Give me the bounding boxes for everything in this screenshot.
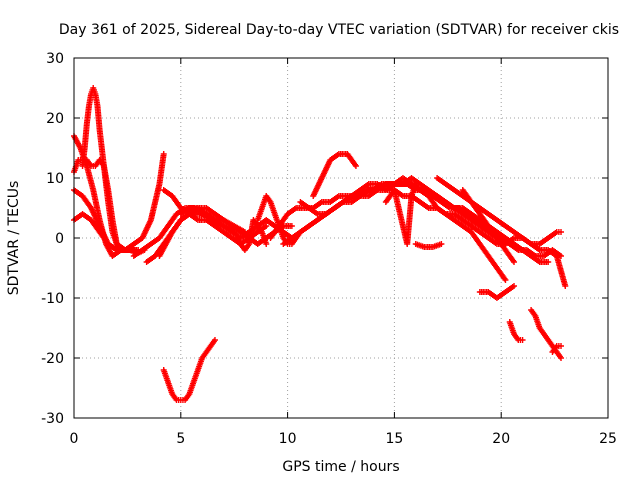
data-point: [511, 259, 518, 265]
data-point: [558, 355, 565, 361]
data-point: [558, 343, 565, 349]
series-arc-18: [382, 181, 419, 247]
y-tick-label: -10: [41, 291, 64, 307]
data-point: [160, 151, 167, 157]
data-point: [352, 163, 359, 169]
data-point: [511, 283, 518, 289]
y-tick-label: -20: [41, 351, 64, 367]
data-point: [558, 229, 565, 235]
data-point: [562, 283, 569, 289]
y-axis-label: SDTVAR / TECUs: [6, 181, 22, 296]
series-arc-3: [79, 85, 142, 253]
data-point: [545, 259, 552, 265]
data-point: [438, 241, 445, 247]
axis-ticks: 0 5 10 15 20 25 -30 -20 -10 0 10 20 30: [41, 51, 617, 447]
x-tick-label: 15: [385, 431, 403, 447]
y-tick-label: 30: [46, 51, 64, 67]
chart-title: Day 361 of 2025, Sidereal Day-to-day VTE…: [59, 22, 619, 38]
data-point: [263, 223, 270, 229]
grid-lines: [74, 58, 608, 418]
series-arc-24: [506, 319, 526, 343]
data-points: [71, 85, 569, 403]
data-point: [502, 277, 509, 283]
y-tick-label: -30: [41, 411, 64, 427]
x-tick-label: 20: [492, 431, 510, 447]
data-point: [211, 337, 218, 343]
series-arc-27: [160, 337, 218, 403]
series-arc-23: [476, 283, 518, 301]
series-arc-10: [177, 205, 295, 241]
series-arc-22: [459, 187, 518, 265]
series-arc-26: [549, 343, 565, 355]
y-tick-label: 10: [46, 171, 64, 187]
x-tick-label: 5: [176, 431, 185, 447]
series-arc-17: [310, 151, 359, 199]
data-point: [122, 247, 129, 253]
series-arc-11: [211, 211, 295, 247]
y-tick-label: 0: [55, 231, 64, 247]
data-point: [519, 337, 526, 343]
series-arc-20: [412, 241, 445, 250]
series-arc-12: [233, 217, 270, 253]
x-tick-label: 25: [599, 431, 617, 447]
y-tick-label: 20: [46, 111, 64, 127]
x-tick-label: 0: [70, 431, 79, 447]
data-point: [263, 241, 270, 247]
data-point: [288, 223, 295, 229]
x-axis-label: GPS time / hours: [282, 459, 399, 475]
series-arc-25: [528, 307, 565, 361]
x-tick-label: 10: [279, 431, 297, 447]
plot-frame: [73, 57, 609, 419]
